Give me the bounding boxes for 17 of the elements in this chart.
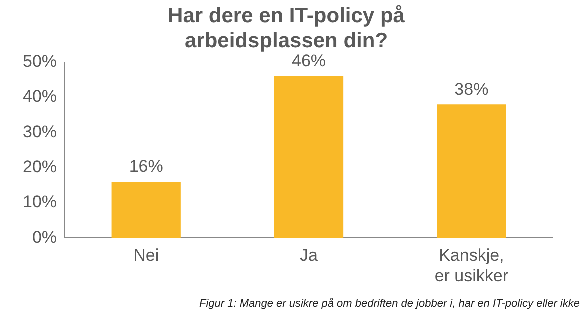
- x-tick-label: Nei: [134, 246, 160, 266]
- x-tick-label: Kanskje, er usikker: [434, 246, 509, 286]
- bar: [112, 182, 181, 238]
- y-tick-label: 10%: [22, 192, 58, 212]
- y-tick-label: 0%: [32, 228, 58, 247]
- data-label: 16%: [129, 157, 164, 176]
- y-tick-label: 50%: [22, 52, 58, 72]
- data-label: 46%: [292, 52, 326, 71]
- bar: [437, 104, 506, 238]
- text: Figur 1: Mange er usikre på om bedriften de jobber i, har en IT-policy eller ikke: [198, 298, 580, 310]
- y-tick-label: 30%: [22, 122, 58, 142]
- y-tick-label: 20%: [22, 158, 58, 177]
- bar: [274, 76, 344, 238]
- x-tick-label: Ja: [300, 246, 319, 266]
- data-label: 38%: [454, 80, 489, 99]
- y-tick-label: 40%: [22, 87, 58, 106]
- chart-title: Har dere en IT-policy på arbeidsplassen din?: [168, 4, 406, 53]
